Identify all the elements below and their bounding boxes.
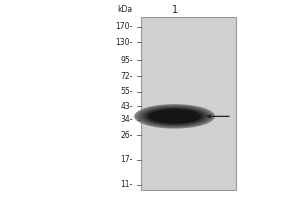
- Text: 43-: 43-: [120, 102, 133, 111]
- Text: 72-: 72-: [120, 72, 133, 81]
- Text: 11-: 11-: [121, 180, 133, 189]
- Ellipse shape: [145, 108, 205, 125]
- Text: 17-: 17-: [120, 155, 133, 164]
- Ellipse shape: [142, 107, 207, 126]
- Text: 34-: 34-: [120, 115, 133, 124]
- Text: kDa: kDa: [118, 5, 133, 14]
- Ellipse shape: [134, 104, 215, 129]
- Ellipse shape: [140, 106, 209, 126]
- Ellipse shape: [149, 109, 200, 124]
- Text: 130-: 130-: [116, 38, 133, 47]
- Text: 55-: 55-: [120, 87, 133, 96]
- Text: 95-: 95-: [120, 56, 133, 65]
- Ellipse shape: [138, 106, 211, 127]
- Text: 1: 1: [172, 5, 178, 15]
- Ellipse shape: [136, 105, 213, 128]
- Text: 26-: 26-: [120, 131, 133, 140]
- Ellipse shape: [147, 108, 202, 124]
- Text: 170-: 170-: [116, 22, 133, 31]
